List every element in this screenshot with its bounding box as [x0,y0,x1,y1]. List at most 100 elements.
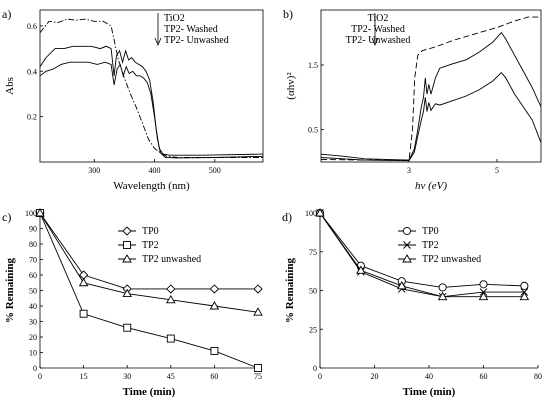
series-0 [39,18,263,158]
y-tick-label: 40 [29,302,37,311]
series-line [320,31,542,161]
data-point [79,309,88,318]
panel-a: 300 400 500 0.2 0.4 0.6 a) Wavelength (nm) Abs Ti… [2,7,264,192]
data-point [478,291,489,301]
x-tick-label: 500 [209,166,221,175]
panel-label: a) [2,7,11,21]
x-tick-label: 3 [407,166,411,175]
data-point [123,323,132,332]
series-2 [320,72,542,162]
x-axis-title: Time (min) [403,386,456,398]
data-point [520,281,529,290]
series-line [320,16,541,161]
legend-entry: TP2- Washed [164,24,218,35]
x-axis-title: Wavelength (nm) [113,180,190,192]
y-tick-label: 20 [29,333,37,342]
data-point [253,284,263,294]
y-tick-label: 0 [33,364,37,373]
legend-marker [122,254,132,263]
legend-marker [402,226,412,236]
series-line [39,212,259,369]
data-point [210,347,219,355]
y-axis-title: (αhv)² [285,72,297,100]
series-0 [320,16,541,161]
y-tick-label: 60 [29,271,37,280]
x-tick-label: 30 [123,372,131,381]
x-tick-label: 60 [210,372,218,381]
x-tick-label: 0 [38,372,42,381]
y-tick-label: 0 [313,364,317,373]
y-tick-label: 100 [25,209,37,218]
y-tick-label: 0.6 [27,22,37,31]
data-point [519,291,530,301]
series-line [39,61,264,159]
y-tick-label: 70 [29,256,37,265]
x-tick-label: 0 [318,372,322,381]
x-tick-label: 5 [495,166,499,175]
data-point [78,277,89,287]
data-point [166,294,176,304]
y-tick-label: 75 [309,248,317,257]
data-point [166,334,175,343]
x-tick-label: 60 [480,372,488,381]
y-axis-title: % Remaining [4,257,16,323]
legend-entry: TP2- Unwashed [164,35,229,46]
series-1 [320,31,542,161]
x-tick-label: 75 [254,372,262,381]
series-line [39,212,258,290]
legend-entry: TP2 unwashed [422,254,481,265]
x-tick-label: 300 [88,166,100,175]
x-axis-title: Time (min) [123,386,176,398]
legend-entry: TP0 [422,226,439,237]
x-tick-label: 80 [534,372,542,381]
x-axis-title: hv (eV) [415,180,447,192]
series-line [39,18,263,158]
data-point [254,364,262,372]
series-line [319,212,525,298]
plot-frame [39,9,264,163]
panel-c: 0 15 30 45 60 75 0 10 20 30 40 50 60 70 80 90 100 c) Time … [2,208,263,398]
series-2 [315,208,530,301]
data-point [166,284,176,294]
x-tick-label: 45 [167,372,175,381]
x-tick-label: 20 [371,372,379,381]
legend-marker [123,241,131,249]
data-point [209,284,220,294]
data-point [438,283,447,292]
legend-arrow-head [371,37,379,47]
y-tick-label: 50 [309,287,317,296]
legend-entry: TP2 unwashed [142,254,201,265]
legend-entry: TP0 [142,226,159,237]
data-point [356,265,366,274]
y-tick-label: 25 [309,325,317,334]
data-point [253,307,263,316]
legend-entry: TiO2 [368,13,389,24]
y-tick-label: 80 [29,240,37,249]
panel-label: c) [2,210,11,224]
y-tick-label: 10 [29,349,37,358]
legend-marker [402,254,412,263]
panel-d: 0 20 40 60 80 0 25 50 75 100 d) Time (min) % Remaini… [282,208,542,398]
data-point [209,301,220,310]
legend-entry: TP2- Unwashed [346,35,411,46]
y-tick-label: 1.5 [308,61,318,70]
y-tick-label: 0.4 [27,67,37,76]
x-tick-label: 400 [149,166,161,175]
series-2 [39,61,264,159]
series-2 [35,208,263,316]
plot-frame [320,9,542,163]
data-point [396,280,407,290]
legend-entry: TP2- Washed [351,24,405,35]
data-point [437,291,448,301]
legend-entry: TP2 [142,240,159,251]
y-tick-label: 30 [29,318,37,327]
panel-label: b) [283,7,293,21]
legend-marker [403,241,411,249]
data-point [315,208,325,217]
legend-entry: TP2 [422,240,439,251]
legend-marker [122,226,132,236]
